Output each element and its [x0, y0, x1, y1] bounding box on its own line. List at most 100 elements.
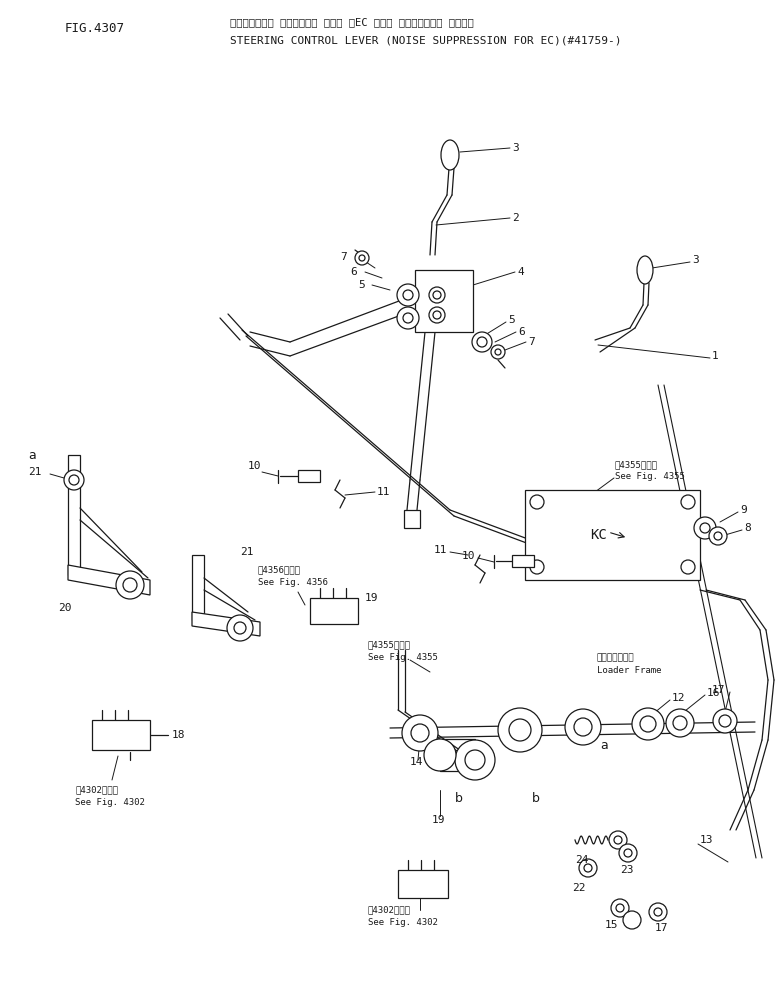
- Text: 19: 19: [432, 815, 446, 825]
- Circle shape: [402, 715, 438, 751]
- Circle shape: [403, 313, 413, 323]
- Circle shape: [640, 716, 656, 732]
- Text: 16: 16: [707, 688, 721, 698]
- Circle shape: [397, 284, 419, 306]
- Circle shape: [681, 560, 695, 574]
- Text: 4: 4: [517, 267, 524, 277]
- Circle shape: [465, 750, 485, 770]
- Text: 17: 17: [712, 685, 725, 695]
- Text: ステアリング゜ コントロール レバー （EC ムゲ テインシンオン ショウ）: ステアリング゜ コントロール レバー （EC ムゲ テインシンオン ショウ）: [230, 17, 474, 27]
- Text: b: b: [455, 791, 463, 804]
- Circle shape: [616, 904, 624, 912]
- Circle shape: [123, 578, 137, 592]
- Circle shape: [359, 255, 365, 261]
- Text: 6: 6: [350, 267, 356, 277]
- Circle shape: [709, 527, 727, 545]
- Text: 第4355図参照: 第4355図参照: [615, 460, 658, 469]
- Circle shape: [69, 475, 79, 485]
- Text: 5: 5: [508, 315, 515, 325]
- Circle shape: [530, 495, 544, 509]
- Circle shape: [64, 470, 84, 490]
- Polygon shape: [192, 555, 204, 620]
- Text: 11: 11: [434, 545, 447, 555]
- Text: 10: 10: [248, 461, 261, 471]
- Circle shape: [700, 523, 710, 533]
- Text: 14: 14: [410, 757, 423, 767]
- Text: See Fig. 4356: See Fig. 4356: [258, 578, 328, 586]
- Circle shape: [713, 709, 737, 733]
- Circle shape: [403, 290, 413, 300]
- Circle shape: [579, 859, 597, 877]
- Text: 9: 9: [740, 505, 747, 515]
- Bar: [310, 598, 358, 624]
- Text: 21: 21: [240, 547, 253, 557]
- Bar: [525, 490, 700, 580]
- Polygon shape: [192, 612, 260, 636]
- Bar: [298, 470, 320, 482]
- Circle shape: [477, 337, 487, 347]
- Circle shape: [355, 251, 369, 265]
- Circle shape: [681, 495, 695, 509]
- Circle shape: [429, 287, 445, 303]
- Text: 5: 5: [358, 280, 365, 290]
- Text: 8: 8: [744, 523, 751, 533]
- Text: 7: 7: [528, 337, 535, 347]
- Circle shape: [498, 708, 542, 752]
- Text: 1: 1: [712, 351, 718, 361]
- Text: Loader Frame: Loader Frame: [597, 666, 662, 675]
- Text: 12: 12: [672, 693, 686, 703]
- Ellipse shape: [441, 140, 459, 170]
- Text: 18: 18: [172, 730, 185, 740]
- Text: 2: 2: [512, 213, 518, 223]
- Polygon shape: [68, 455, 80, 575]
- Text: 13: 13: [700, 835, 714, 845]
- Circle shape: [472, 332, 492, 352]
- Text: 24: 24: [575, 855, 588, 865]
- Text: 3: 3: [512, 143, 518, 153]
- Circle shape: [584, 864, 592, 872]
- Circle shape: [623, 911, 641, 929]
- Text: KC: KC: [590, 528, 607, 542]
- Circle shape: [433, 311, 441, 319]
- Text: See Fig. 4302: See Fig. 4302: [75, 797, 145, 806]
- Text: 第4355図参照: 第4355図参照: [368, 640, 411, 649]
- Circle shape: [666, 709, 694, 737]
- Circle shape: [619, 844, 637, 862]
- Text: 22: 22: [572, 883, 585, 893]
- Bar: [415, 270, 473, 332]
- Circle shape: [530, 560, 544, 574]
- Text: 21: 21: [28, 467, 42, 477]
- Text: 17: 17: [655, 923, 669, 933]
- Circle shape: [714, 532, 722, 540]
- Circle shape: [495, 349, 501, 355]
- Text: 15: 15: [605, 920, 618, 930]
- Bar: [92, 720, 150, 750]
- Circle shape: [429, 307, 445, 323]
- Circle shape: [654, 908, 662, 916]
- Circle shape: [719, 715, 731, 727]
- Ellipse shape: [637, 256, 653, 284]
- Circle shape: [424, 739, 456, 771]
- Circle shape: [116, 571, 144, 599]
- Circle shape: [227, 615, 253, 641]
- Circle shape: [649, 903, 667, 921]
- Text: 7: 7: [340, 252, 346, 262]
- Circle shape: [574, 718, 592, 736]
- Text: b: b: [532, 791, 540, 804]
- Circle shape: [455, 740, 495, 780]
- Text: a: a: [28, 448, 36, 461]
- Text: 23: 23: [620, 865, 633, 875]
- Text: 6: 6: [518, 327, 525, 337]
- Bar: [512, 555, 534, 567]
- Text: 19: 19: [365, 593, 378, 603]
- Circle shape: [611, 899, 629, 917]
- Circle shape: [234, 622, 246, 634]
- Circle shape: [411, 724, 429, 742]
- Text: FIG.4307: FIG.4307: [65, 22, 125, 35]
- Text: 11: 11: [377, 487, 391, 497]
- Circle shape: [433, 291, 441, 299]
- Text: ローダフレーム: ローダフレーム: [597, 653, 635, 662]
- Text: 3: 3: [692, 255, 699, 265]
- Text: 10: 10: [462, 551, 476, 561]
- Circle shape: [609, 831, 627, 849]
